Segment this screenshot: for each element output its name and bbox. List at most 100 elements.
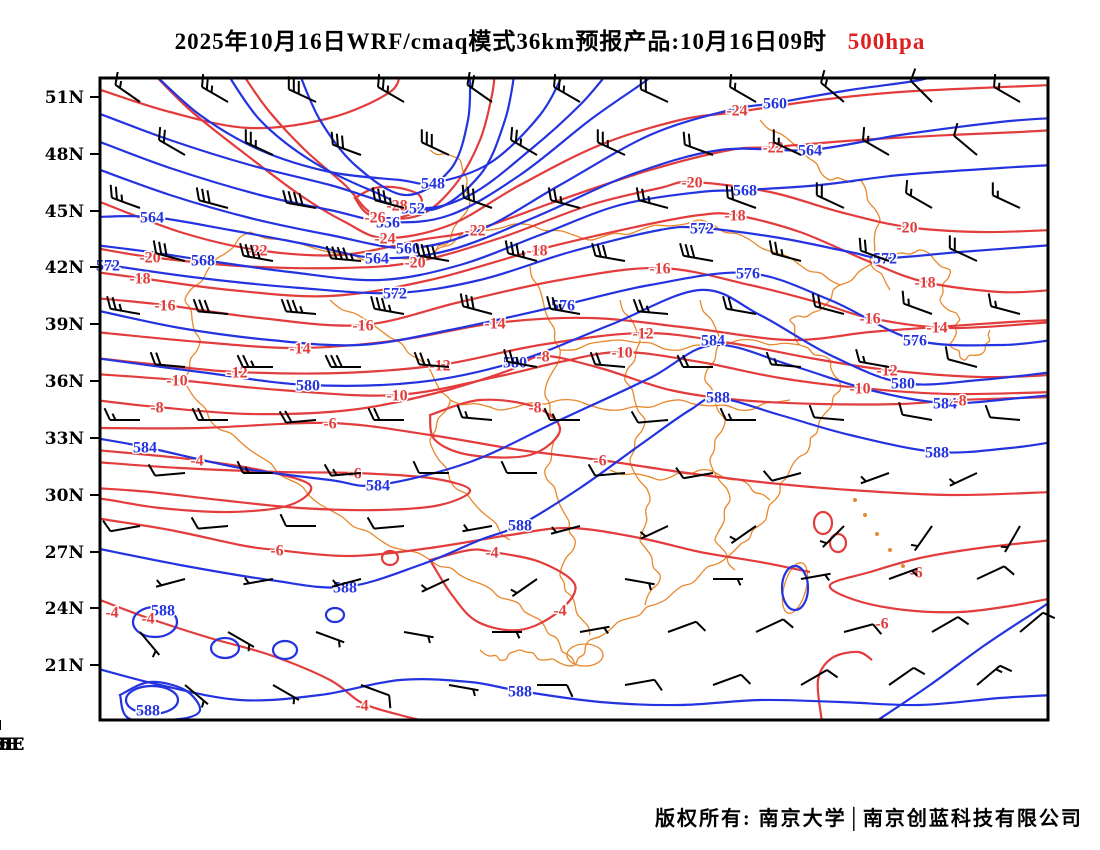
wind-barb [158,126,186,156]
height-contour-label: 568 [191,253,215,270]
height-contour-label: 560 [763,96,787,113]
wind-barb [772,129,802,156]
lat-tick-label: 45N [45,202,84,222]
temp-contour-label: -20 [139,250,160,267]
height-contour-540 [300,78,472,197]
province-boundary [184,231,576,666]
lat-tick-label: 30N [45,486,84,506]
temp-contour--6 [100,461,472,512]
wind-barb [682,131,714,156]
province-boundary [449,398,791,411]
page-title: 2025年10月16日WRF/cmaq模式36km预报产品:10月16日09时 … [0,22,1100,56]
wind-barb [462,523,493,533]
wind-barb [466,71,493,103]
height-contour-label: 548 [421,176,445,193]
wind-barb [191,407,228,421]
temp-contour--6 [100,421,1048,497]
wind-barb [675,466,714,480]
wind-barb [272,684,300,705]
temp-contour-label: -6 [323,416,336,433]
temp-contour-label: -18 [724,208,745,225]
height-contour-560 [100,78,933,250]
temp-contour-label: -14 [926,320,947,337]
height-contour-loop [271,639,299,661]
wind-barb [589,351,626,368]
temp-contour--28 [353,185,423,220]
wind-barb [195,187,229,209]
height-contour-label: 584 [133,440,157,457]
height-contour-580 [100,288,1048,387]
wind-barb [420,578,450,593]
wind-barb [624,678,663,692]
wind-barb [448,684,479,697]
temp-contour-label: -4 [105,605,118,622]
temperature-contour-layer [100,78,1048,720]
small-island-dot [853,498,857,502]
temp-contour-label: -8 [953,393,966,410]
temp-contour--4 [428,548,577,632]
wind-barb [819,525,845,548]
wind-barb [236,354,273,368]
small-island-dot [888,548,892,552]
wind-barb [948,472,978,487]
temp-contour--8 [100,354,1048,416]
wind-barb [324,354,361,368]
wind-barb [713,578,743,586]
temp-contour-loop [380,549,400,567]
temp-contour-label: -18 [914,275,935,292]
wind-barb [152,240,186,262]
temp-contour--4 [100,449,313,514]
pressure-level-label: 500hpa [847,29,926,54]
wind-barb [279,513,316,527]
height-contour-588 [876,602,1048,720]
wind-barb [909,68,933,103]
lat-tick-label: 51N [45,88,84,108]
wind-barb [147,463,186,477]
wind-barb [725,184,757,209]
temp-contour--8 [428,398,562,459]
height-contour-label: 564 [140,210,164,227]
wind-barb [109,184,141,209]
wind-barb [976,664,1013,686]
temp-contour-label: -6 [270,543,283,560]
wind-barb [953,122,978,156]
lon-tick-label: 100E [0,735,24,755]
temp-contour-label: -8 [536,349,549,366]
height-contour-loop [324,606,346,624]
height-contour-label: 576 [736,266,760,283]
height-contour-label: 584 [366,478,390,495]
small-island-dot [863,513,867,517]
height-contour-568 [100,164,1048,282]
wind-barb [323,463,362,477]
wind-barb [510,126,538,156]
temp-contour--26 [100,78,401,130]
wind-barb [579,625,610,635]
height-contour-576 [100,271,1048,347]
wind-barb [546,295,581,315]
wind-barb [537,684,574,698]
wind-barb [461,184,493,209]
height-contour-label: 564 [365,251,389,268]
wind-barb [808,404,845,421]
height-contour-label: 576 [903,333,927,350]
wind-barb [403,631,434,644]
temp-contour-label: -24 [726,103,747,120]
temp-contour--6 [816,650,873,720]
height-contour-loop [209,636,241,660]
wind-barb [905,179,933,209]
wind-barb [991,182,1021,209]
temp-contour--18 [100,212,1048,298]
temp-contour-label: -16 [154,298,175,315]
wind-barb [550,525,581,535]
wind-barb [712,673,752,686]
wind-barb [596,129,626,156]
temp-contour-label: -8 [150,400,163,417]
wind-barb [192,298,229,315]
wind-barb [624,578,655,591]
temp-contour-label: -4 [190,453,203,470]
wind-barb [667,620,707,633]
wind-barb [591,242,626,262]
island-outline [781,562,809,614]
height-contour-label: 564 [798,143,822,160]
wind-barb [227,631,255,652]
